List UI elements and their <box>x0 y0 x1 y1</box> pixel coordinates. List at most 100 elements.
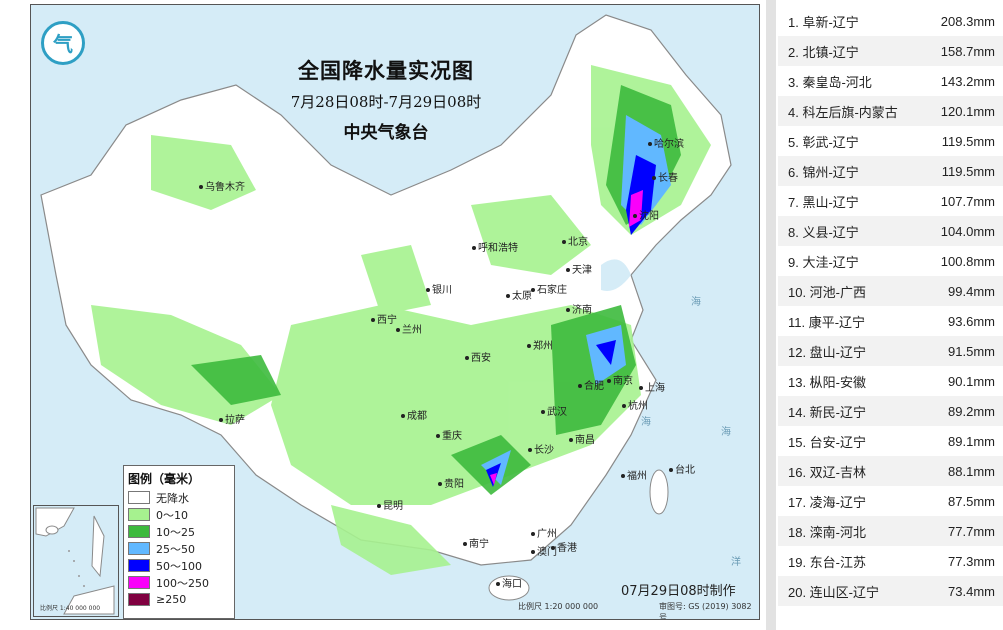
inset-scale: 比例尺 1:40 000 000 <box>40 605 101 612</box>
station-name: 2. 北镇-辽宁 <box>788 44 859 60</box>
ranking-row: 19. 东台-江苏 77.3mm <box>778 546 1003 576</box>
rainfall-value: 208.3mm <box>940 13 995 29</box>
ranking-row: 6. 锦州-辽宁 119.5mm <box>778 156 1003 186</box>
ranking-row: 13. 枞阳-安徽 90.1mm <box>778 366 1003 396</box>
station-name: 11. 康平-辽宁 <box>788 314 866 330</box>
ranking-row: 20. 连山区-辽宁 73.4mm <box>778 576 1003 606</box>
legend-item: 100～250 <box>128 574 234 591</box>
station-name: 10. 河池-广西 <box>788 284 867 300</box>
ranking-row: 12. 盘山-辽宁 91.5mm <box>778 336 1003 366</box>
station-name: 18. 滦南-河北 <box>788 524 867 540</box>
legend-item: 0～10 <box>128 506 234 523</box>
legend-item: 25～50 <box>128 540 234 557</box>
map-scale: 比例尺 1:20 000 000 <box>518 602 599 611</box>
rainfall-value: 91.5mm <box>948 343 995 359</box>
station-name: 20. 连山区-辽宁 <box>788 584 880 600</box>
ranking-row: 3. 秦皇岛-河北 143.2mm <box>778 66 1003 96</box>
city-label: 乌鲁木齐 <box>199 178 245 193</box>
panel-separator <box>766 0 776 630</box>
china-map-graphic: 海 海 海 洋 <box>40 14 741 601</box>
map-period: 7月28日08时-7月29日08时 <box>290 93 482 111</box>
ranking-row: 18. 滦南-河北 77.7mm <box>778 516 1003 546</box>
station-name: 1. 阜新-辽宁 <box>788 14 859 30</box>
svg-text:海: 海 <box>721 425 731 438</box>
city-label: 郑州 <box>527 337 553 352</box>
map-legend: 图例（毫米） 无降水 0～10 10～25 25～50 50～100 100～2… <box>123 465 235 619</box>
station-name: 13. 枞阳-安徽 <box>788 374 867 390</box>
city-label: 武汉 <box>541 403 567 418</box>
rainfall-value: 88.1mm <box>948 463 995 479</box>
station-name: 7. 黑山-辽宁 <box>788 194 859 210</box>
rainfall-value: 73.4mm <box>948 583 995 599</box>
legend-item: ≥250 <box>128 591 234 608</box>
station-name: 5. 彰武-辽宁 <box>788 134 859 150</box>
precipitation-map: 海 海 海 洋 气 全国降水量实况图 7月28日08时-7月29日08时 中央气… <box>30 4 760 620</box>
rainfall-value: 89.1mm <box>948 433 995 449</box>
legend-item: 50～100 <box>128 557 234 574</box>
cma-logo: 气 <box>41 21 85 65</box>
rainfall-value: 77.7mm <box>948 523 995 539</box>
city-label: 沈阳 <box>633 207 659 222</box>
rainfall-value: 120.1mm <box>940 103 995 119</box>
legend-swatch <box>128 525 150 538</box>
rainfall-value: 93.6mm <box>948 313 995 329</box>
station-name: 14. 新民-辽宁 <box>788 404 867 420</box>
legend-item: 10～25 <box>128 523 234 540</box>
city-label: 北京 <box>562 233 588 248</box>
city-label: 哈尔滨 <box>648 135 684 150</box>
review-number: 审图号: GS (2019) 3082号 <box>659 602 752 620</box>
city-label: 成都 <box>401 407 427 422</box>
map-agency: 中央气象台 <box>343 123 429 143</box>
rainfall-value: 107.7mm <box>940 193 995 209</box>
legend-swatch <box>128 542 150 555</box>
legend-swatch <box>128 593 150 606</box>
ranking-row: 16. 双辽-吉林 88.1mm <box>778 456 1003 486</box>
rainfall-value: 89.2mm <box>948 403 995 419</box>
ranking-row: 11. 康平-辽宁 93.6mm <box>778 306 1003 336</box>
legend-swatch <box>128 491 150 504</box>
city-label: 银川 <box>426 281 452 296</box>
ranking-row: 14. 新民-辽宁 89.2mm <box>778 396 1003 426</box>
ranking-row: 9. 大洼-辽宁 100.8mm <box>778 246 1003 276</box>
rainfall-ranking-list: 1. 阜新-辽宁 208.3mm 2. 北镇-辽宁 158.7mm 3. 秦皇岛-河… <box>778 6 1003 606</box>
ranking-row: 10. 河池-广西 99.4mm <box>778 276 1003 306</box>
ranking-row: 5. 彰武-辽宁 119.5mm <box>778 126 1003 156</box>
station-name: 9. 大洼-辽宁 <box>788 254 859 270</box>
legend-title: 图例（毫米） <box>128 472 201 486</box>
rainfall-value: 87.5mm <box>948 493 995 509</box>
south-china-sea-inset: 比例尺 1:40 000 000 <box>33 505 119 617</box>
city-label: 太原 <box>506 287 532 302</box>
city-label: 西安 <box>465 349 491 364</box>
station-name: 8. 义县-辽宁 <box>788 224 859 240</box>
inset-map-graphic <box>35 507 115 615</box>
map-title-block: 全国降水量实况图 7月28日08时-7月29日08时 中央气象台 <box>281 55 491 143</box>
city-label: 石家庄 <box>531 281 567 296</box>
rainfall-value: 119.5mm <box>941 133 995 149</box>
city-label: 重庆 <box>436 427 462 442</box>
ranking-row: 4. 科左后旗-内蒙古 120.1mm <box>778 96 1003 126</box>
legend-swatch <box>128 576 150 589</box>
station-name: 19. 东台-江苏 <box>788 554 867 570</box>
rainfall-value: 77.3mm <box>948 553 995 569</box>
svg-text:洋: 洋 <box>731 555 741 568</box>
map-title: 全国降水量实况图 <box>298 58 474 83</box>
station-name: 12. 盘山-辽宁 <box>788 344 867 360</box>
station-name: 3. 秦皇岛-河北 <box>788 74 872 90</box>
ranking-row: 7. 黑山-辽宁 107.7mm <box>778 186 1003 216</box>
station-name: 17. 凌海-辽宁 <box>788 494 867 510</box>
ranking-row: 15. 台安-辽宁 89.1mm <box>778 426 1003 456</box>
city-label: 拉萨 <box>219 411 245 426</box>
rainfall-value: 158.7mm <box>940 43 995 59</box>
city-label: 杭州 <box>622 397 648 412</box>
city-label: 呼和浩特 <box>472 239 518 254</box>
city-label: 南京 <box>607 372 633 387</box>
rainfall-value: 90.1mm <box>948 373 995 389</box>
station-name: 15. 台安-辽宁 <box>788 434 867 450</box>
legend-item: 无降水 <box>128 489 234 506</box>
city-label: 南昌 <box>569 431 595 446</box>
city-label: 南宁 <box>463 535 489 550</box>
city-label: 上海 <box>639 379 665 394</box>
city-label: 合肥 <box>578 377 604 392</box>
legend-swatch <box>128 508 150 521</box>
ranking-row: 17. 凌海-辽宁 87.5mm <box>778 486 1003 516</box>
